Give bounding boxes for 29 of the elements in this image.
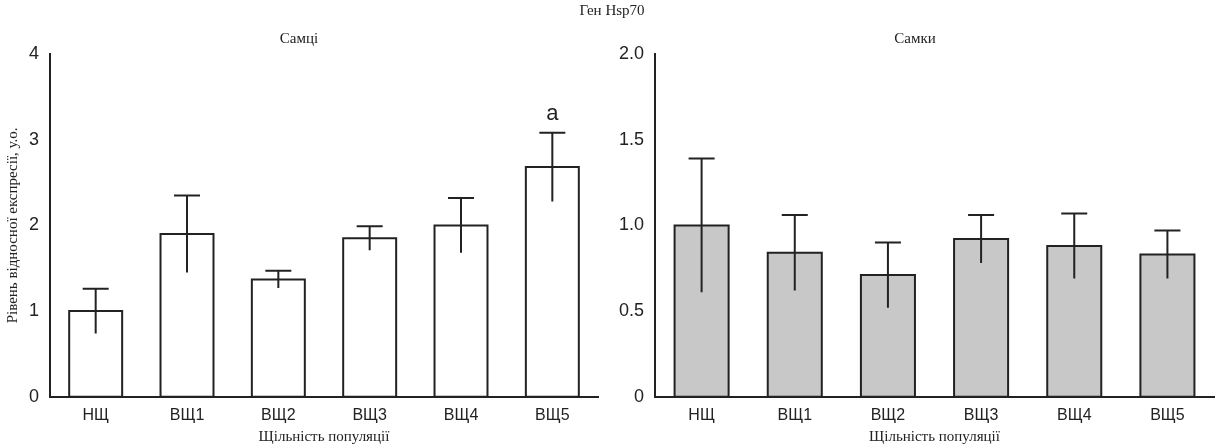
x-tick-label: НЩ bbox=[688, 405, 715, 423]
x-tick-label: НЩ bbox=[82, 405, 109, 423]
y-tick-label: 4 bbox=[29, 42, 40, 63]
y-tick-label: 2 bbox=[29, 214, 40, 235]
y-tick-label: 1.5 bbox=[618, 128, 645, 149]
y-tick-label: 0 bbox=[29, 385, 40, 406]
x-tick-label: ВЩ5 bbox=[1150, 405, 1185, 423]
y-tick-label: 0.5 bbox=[618, 300, 645, 321]
x-axis-title: Щільність популяції bbox=[869, 427, 1001, 444]
x-tick-label: ВЩ4 bbox=[1056, 405, 1092, 423]
y-axis-title: Рівень відносної експресії, у.о. bbox=[3, 127, 20, 324]
x-tick-label: ВЩ4 bbox=[443, 405, 479, 423]
y-tick-label: 0 bbox=[634, 385, 645, 406]
text: Ген Hsp70 bbox=[579, 2, 645, 18]
x-tick-label: ВЩ2 bbox=[870, 405, 906, 423]
x-tick-label: ВЩ3 bbox=[963, 405, 999, 423]
x-tick-label: ВЩ1 bbox=[169, 405, 205, 423]
x-tick-label: ВЩ1 bbox=[777, 405, 813, 423]
x-axis-title: Щільність популяції bbox=[258, 427, 391, 444]
y-tick-label: 3 bbox=[29, 128, 40, 149]
chart-title: Самки bbox=[894, 29, 936, 46]
chart-title: Самці bbox=[279, 29, 319, 46]
x-tick-label: ВЩ2 bbox=[261, 405, 296, 423]
x-tick-label: ВЩ3 bbox=[352, 405, 388, 423]
x-tick-label: ВЩ5 bbox=[535, 405, 570, 423]
y-tick-label: 2.0 bbox=[618, 42, 645, 63]
y-tick-label: 1 bbox=[29, 300, 40, 321]
annotation: a bbox=[546, 99, 560, 125]
y-tick-label: 1.0 bbox=[618, 214, 645, 235]
